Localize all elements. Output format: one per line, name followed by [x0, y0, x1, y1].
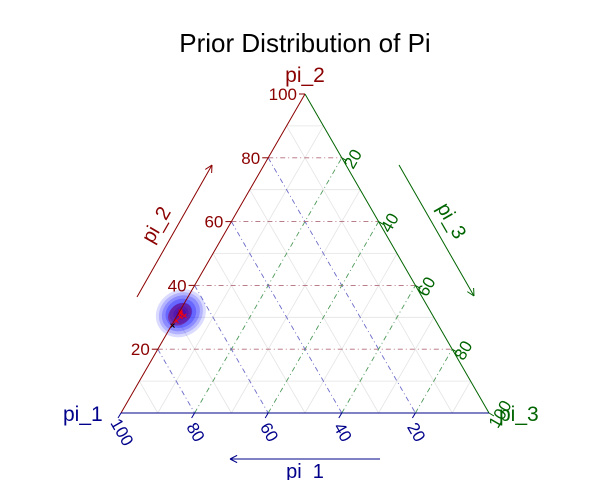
- tick-mark-pi-1: [338, 412, 343, 419]
- tick-label-pi-2: 40: [168, 276, 187, 295]
- arrow-pi-1: [229, 454, 380, 464]
- edge-pi-2: [120, 93, 306, 414]
- tick-mark-pi-1: [411, 412, 416, 419]
- vertex-label-pi-1: pi_1: [63, 403, 103, 426]
- edge-pi-3: [304, 93, 490, 414]
- tick-label-pi-2: 80: [241, 149, 260, 168]
- ref-line-pi-1: [157, 348, 195, 414]
- grid-line: [175, 317, 232, 414]
- tick-label-pi-3: 60: [414, 274, 440, 300]
- axis-title-pi-1: pi_1: [286, 461, 324, 480]
- tick-mark-pi-1: [264, 412, 269, 419]
- tick-mark-pi-1: [191, 412, 196, 419]
- arrow-pi-3: [398, 164, 475, 297]
- tick-mark-pi-3: [451, 348, 458, 353]
- grid-line: [451, 380, 471, 414]
- tick-label-pi-2: 100: [269, 85, 297, 104]
- vertex-label-pi-3: pi_3: [499, 403, 539, 426]
- tick-label-pi-1: 60: [256, 419, 282, 445]
- tick-label-pi-1: 80: [182, 419, 208, 445]
- reference-lines: [157, 157, 453, 414]
- vertex-label-pi-2: pi_2: [285, 64, 325, 87]
- axis-title-pi-3: pi_3: [432, 199, 470, 243]
- chart-title: Prior Distribution of Pi: [179, 28, 430, 58]
- tick-label-pi-1: 100: [106, 415, 137, 449]
- grid-line: [139, 380, 159, 414]
- tick-mark-pi-1: [117, 412, 122, 419]
- arrow-pi-2: [136, 164, 213, 298]
- tick-label-pi-2: 60: [204, 213, 223, 232]
- tick-label-pi-1: 20: [403, 419, 429, 445]
- sample-point: [178, 314, 183, 320]
- sample-point: [182, 313, 187, 319]
- ref-line-pi-1: [231, 221, 343, 414]
- grid-line: [249, 189, 379, 414]
- grid-lines: [139, 125, 471, 414]
- ref-line-pi-3: [415, 348, 453, 414]
- grid-line: [212, 253, 306, 414]
- ref-line-pi-1: [194, 285, 269, 414]
- ref-line-pi-3: [341, 285, 416, 414]
- tick-mark-pi-3: [415, 284, 421, 289]
- tick-label-pi-3: 80: [450, 338, 476, 364]
- axis-title-pi-2: pi_2: [138, 203, 176, 247]
- tick-mark-pi-3: [378, 221, 384, 226]
- tick-mark-pi-3: [341, 157, 348, 162]
- grid-line: [304, 253, 398, 414]
- tick-label-pi-1: 40: [330, 419, 356, 445]
- tick-mark-pi-3: [488, 412, 495, 417]
- grid-line: [231, 189, 361, 414]
- grid-line: [157, 125, 324, 414]
- tick-label-pi-3: 40: [377, 210, 403, 236]
- tick-label-pi-2: 20: [131, 340, 150, 359]
- grid-line: [378, 317, 435, 414]
- triangle-frame: [120, 93, 490, 414]
- grid-line: [286, 125, 453, 414]
- tick-label-pi-3: 20: [340, 146, 366, 172]
- ref-line-pi-3: [267, 221, 379, 414]
